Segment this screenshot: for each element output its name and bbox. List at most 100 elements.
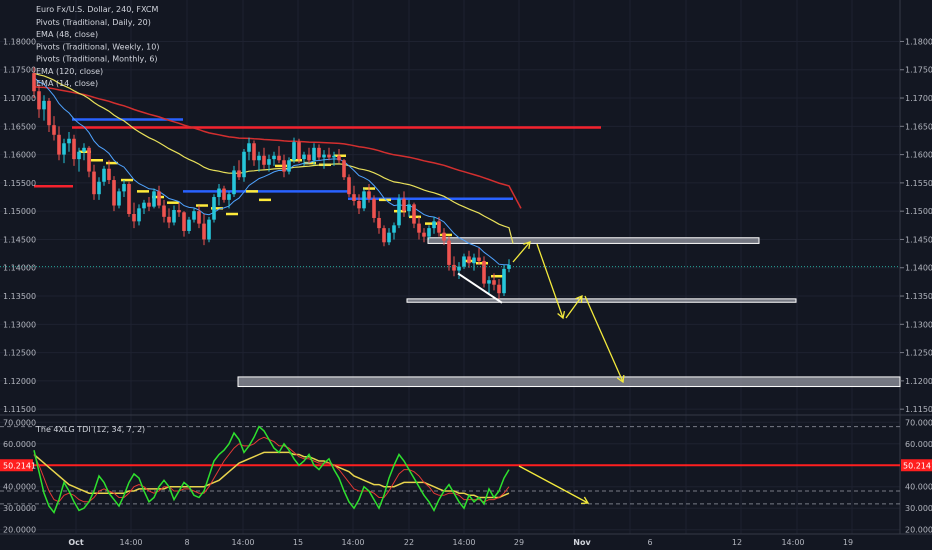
candle xyxy=(62,138,66,164)
candle-body xyxy=(47,100,51,126)
candle xyxy=(402,191,406,217)
support-resistance-zone xyxy=(406,298,797,303)
ema-lines xyxy=(33,72,522,266)
price-tick-label: 1.14500 xyxy=(905,235,932,244)
indicator-label[interactable]: EMA (48, close) xyxy=(36,30,98,39)
projection-arrow xyxy=(536,243,564,319)
candle-body xyxy=(422,232,426,237)
candle-body xyxy=(297,142,301,160)
candle xyxy=(247,137,251,161)
candle-body xyxy=(57,134,61,155)
time-axis: Oct 14:00 8 14:00 15 14:00 22 14:00 29 Nov 6 12 14:0… xyxy=(68,538,853,547)
candle-body xyxy=(407,204,411,212)
candle xyxy=(407,199,411,217)
projection-arrow xyxy=(584,295,624,383)
tdi-value-tag-left-text: 50.2141 xyxy=(3,461,36,470)
candle xyxy=(292,137,296,164)
price-tick-label: 1.15500 xyxy=(905,179,932,188)
candle-body xyxy=(377,217,381,229)
candle-body xyxy=(187,219,191,231)
candle-body xyxy=(342,160,346,178)
candle-body xyxy=(137,208,141,222)
candle-body xyxy=(182,212,186,231)
candle-body xyxy=(197,211,201,224)
indicator-label[interactable]: Pivots (Traditional, Weekly, 10) xyxy=(36,42,159,51)
candle xyxy=(412,202,416,229)
time-tick-label: 15 xyxy=(293,538,303,547)
price-tick-label: 1.17500 xyxy=(905,66,932,75)
candle-body xyxy=(352,194,356,201)
candle xyxy=(302,151,306,166)
indicator-label[interactable]: EMA (14, close) xyxy=(36,79,98,88)
candle xyxy=(267,154,271,172)
candle xyxy=(422,228,426,243)
candle xyxy=(337,148,341,164)
candle-body xyxy=(312,147,316,161)
price-tick-label-left: 1.12000 xyxy=(3,377,36,386)
candle xyxy=(332,151,336,166)
price-tick-label-left: 1.15500 xyxy=(3,179,36,188)
candle xyxy=(82,143,86,161)
candle xyxy=(47,98,51,132)
tdi-tick-label-left: 30.0000 xyxy=(3,504,36,513)
price-tick-label: 1.14000 xyxy=(905,264,932,273)
price-tick-label-left: 1.14000 xyxy=(3,264,36,273)
candles xyxy=(32,66,511,299)
candle-body xyxy=(97,181,101,195)
price-tick-label-left: 1.13000 xyxy=(3,320,36,329)
candle xyxy=(372,195,376,223)
indicator-label[interactable]: Pivots (Traditional, Daily, 20) xyxy=(36,18,151,27)
chart-title: Euro Fx/U.S. Dollar, 240, FXCM xyxy=(36,5,158,14)
price-axis: 1.18000 1.18000 1.17500 1.17500 1.17000 1.170… xyxy=(3,37,932,414)
candle-body xyxy=(452,264,456,271)
candle xyxy=(212,194,216,223)
candle-body xyxy=(42,100,46,110)
candle-body xyxy=(347,177,351,195)
tdi-projection-arrow xyxy=(518,465,589,504)
candle xyxy=(347,174,351,198)
candle-body xyxy=(392,225,396,233)
candle xyxy=(67,131,71,152)
candle-body xyxy=(362,191,366,209)
candle xyxy=(432,216,436,234)
candle-body xyxy=(132,214,136,222)
candle-body xyxy=(167,216,171,223)
candle-body xyxy=(222,188,226,200)
candle xyxy=(387,228,391,246)
candle xyxy=(72,134,76,166)
candle-body xyxy=(72,138,76,160)
candle-body xyxy=(332,155,336,158)
indicator-label[interactable]: Pivots (Traditional, Monthly, 6) xyxy=(36,55,158,64)
arrow-head xyxy=(523,241,531,250)
candle-body xyxy=(67,138,71,144)
price-tick-label-left: 1.16500 xyxy=(3,122,36,131)
candle-body xyxy=(322,154,326,158)
candle-body xyxy=(252,143,256,161)
candle-body xyxy=(202,223,206,240)
indicator-label[interactable]: EMA (120, close) xyxy=(36,67,103,76)
price-tick-label: 1.15000 xyxy=(905,207,932,216)
candle xyxy=(297,138,301,164)
candle xyxy=(32,66,36,99)
candle xyxy=(477,247,481,265)
candle xyxy=(52,116,56,141)
candle xyxy=(287,157,291,175)
tdi-signal-line xyxy=(33,436,510,503)
price-tick-label: 1.17000 xyxy=(905,94,932,103)
candle xyxy=(382,225,386,247)
price-tick-label-left: 1.16000 xyxy=(3,151,36,160)
candle xyxy=(147,197,151,212)
candle-body xyxy=(147,202,151,207)
candle xyxy=(87,146,91,178)
candle xyxy=(177,202,181,217)
candle xyxy=(442,228,446,246)
zones xyxy=(237,237,901,388)
candle xyxy=(132,202,136,229)
candle xyxy=(92,164,96,200)
candle-body xyxy=(357,200,361,209)
candle xyxy=(262,147,266,169)
candle xyxy=(282,154,286,178)
candle xyxy=(377,211,381,234)
